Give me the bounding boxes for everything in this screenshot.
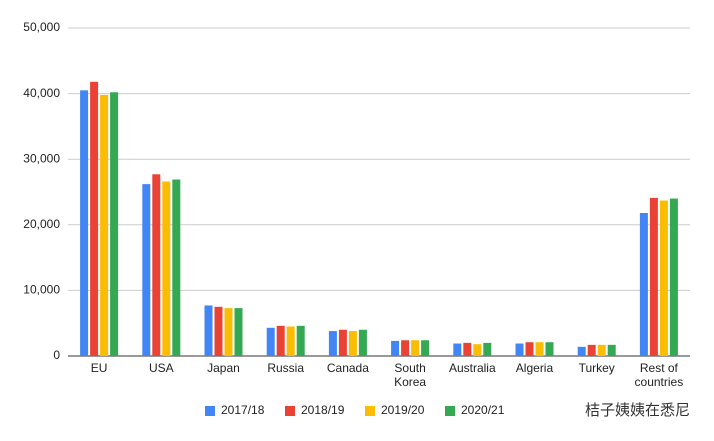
legend-swatch xyxy=(365,406,375,416)
y-tick-label: 20,000 xyxy=(23,217,60,231)
x-tick-label: EU xyxy=(90,361,108,375)
x-tick-label-box: Algeria xyxy=(515,361,554,375)
x-tick-label: South Korea xyxy=(394,361,427,389)
bar xyxy=(401,340,410,356)
bar xyxy=(463,342,472,356)
bar xyxy=(100,94,109,357)
y-tick-label: 0 xyxy=(53,348,60,362)
y-tick-label: 40,000 xyxy=(23,86,60,100)
legend-label: 2018/19 xyxy=(301,403,345,417)
x-tick-label: Turkey xyxy=(578,361,615,375)
x-tick-label-box: EU xyxy=(90,361,108,375)
x-tick-label-box: Australia xyxy=(448,361,496,375)
x-tick-label: Rest of countries xyxy=(634,361,684,389)
bar xyxy=(90,81,99,357)
bar xyxy=(152,174,161,356)
bar xyxy=(358,329,367,356)
bar xyxy=(80,90,89,356)
bar xyxy=(391,340,400,356)
bar xyxy=(483,342,492,356)
bar xyxy=(338,329,347,356)
legend-swatch xyxy=(205,406,215,416)
y-tick-label: 30,000 xyxy=(23,151,60,165)
x-tick-label-box: South Korea xyxy=(394,361,427,389)
legend-swatch xyxy=(445,406,455,416)
bar xyxy=(587,344,596,356)
legend-swatch xyxy=(285,406,295,416)
x-tick-label-box: Russia xyxy=(267,361,305,375)
bar xyxy=(234,308,243,356)
bar xyxy=(162,181,171,356)
bar xyxy=(659,200,668,356)
bar xyxy=(172,179,181,356)
bar xyxy=(276,325,285,356)
bar xyxy=(597,344,606,356)
bar xyxy=(545,342,554,356)
bar xyxy=(214,306,223,356)
x-tick-label: Russia xyxy=(267,361,305,375)
bar xyxy=(515,343,524,356)
legend-label: 2017/18 xyxy=(221,403,265,417)
x-tick-label-box: Canada xyxy=(326,361,369,375)
bar xyxy=(421,340,430,356)
bar xyxy=(639,212,648,356)
bar xyxy=(525,342,534,356)
bar xyxy=(348,331,357,356)
bar xyxy=(224,308,233,356)
bar xyxy=(411,340,420,356)
x-tick-label: Canada xyxy=(326,361,369,375)
y-tick-label: 10,000 xyxy=(23,283,60,297)
x-tick-label: Australia xyxy=(448,361,496,375)
bar xyxy=(453,343,462,356)
bar xyxy=(266,327,275,356)
bar xyxy=(669,198,678,356)
bar xyxy=(204,305,213,356)
x-tick-label-box: Rest of countries xyxy=(634,361,684,389)
x-tick-label: Japan xyxy=(207,361,240,375)
x-tick-label-box: USA xyxy=(148,361,174,375)
bar xyxy=(577,346,586,356)
bar xyxy=(473,344,482,356)
watermark: 桔子姨姨在悉尼 xyxy=(585,402,690,419)
bar xyxy=(142,184,151,356)
bar xyxy=(110,92,119,357)
x-tick-label: USA xyxy=(148,361,174,375)
bar xyxy=(296,325,305,356)
legend-label: 2019/20 xyxy=(381,403,425,417)
bar xyxy=(649,197,658,356)
bar xyxy=(607,344,616,356)
legend-label: 2020/21 xyxy=(461,403,505,417)
x-tick-label-box: Turkey xyxy=(578,361,615,375)
x-tick-label: Algeria xyxy=(515,361,554,375)
y-tick-label: 50,000 xyxy=(23,20,60,34)
bar xyxy=(535,342,544,356)
bar xyxy=(286,326,295,356)
x-tick-label-box: Japan xyxy=(207,361,240,375)
bar xyxy=(328,331,337,356)
